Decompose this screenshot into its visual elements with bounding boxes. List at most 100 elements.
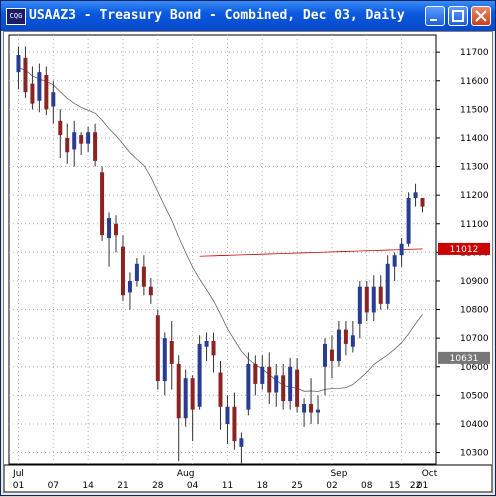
candle	[58, 109, 63, 158]
y-tick-label: 10700	[460, 334, 489, 344]
y-tick-label: 11400	[460, 134, 489, 144]
minimize-button[interactable]	[425, 6, 445, 26]
candle-body	[58, 120, 63, 136]
candle-body	[288, 366, 293, 402]
candle	[197, 335, 202, 410]
y-tick-label: 11600	[460, 77, 489, 87]
y-tick-label: 10600	[460, 363, 489, 373]
day-label: 22	[410, 481, 421, 491]
candle-body	[169, 341, 174, 364]
candle-body	[357, 286, 362, 324]
red-indicator-line	[199, 248, 423, 257]
y-tick-label: 11200	[460, 191, 489, 201]
candle-body	[30, 83, 35, 104]
candle	[183, 369, 188, 427]
candle-body	[413, 192, 418, 199]
candle-body	[218, 372, 223, 407]
candle	[316, 395, 321, 424]
price-tags: 11012 10631	[438, 242, 490, 364]
candle-body	[100, 172, 105, 236]
close-button[interactable]	[471, 6, 491, 26]
last-price-tag: 11012	[438, 242, 490, 255]
candle	[399, 238, 404, 267]
maximize-icon	[452, 10, 464, 22]
candle-body	[204, 341, 209, 347]
candle	[218, 361, 223, 430]
candle	[114, 215, 119, 253]
title-bar[interactable]: CQG USAAZ3 - Treasury Bond - Combined, D…	[1, 1, 495, 31]
candle-body	[420, 198, 425, 207]
candle-body	[232, 406, 237, 442]
day-label: 15	[389, 481, 400, 491]
day-label: 02	[326, 481, 337, 491]
indicator-price-tag: 10631	[438, 351, 490, 364]
candle-body	[267, 366, 272, 393]
candle	[343, 321, 348, 356]
candle	[100, 166, 105, 241]
candle-body	[44, 75, 49, 110]
y-tick-label: 10800	[460, 306, 489, 316]
day-label: 07	[48, 481, 59, 491]
candle	[127, 272, 132, 310]
candle	[190, 375, 195, 442]
candle-body	[65, 137, 70, 153]
candle	[176, 355, 181, 462]
month-label: Jul	[12, 469, 24, 479]
y-tick-label: 10300	[460, 449, 489, 459]
candle-body	[253, 363, 258, 384]
candle-body	[176, 363, 181, 419]
cqg-app-icon: CQG	[6, 8, 26, 25]
candle	[246, 352, 251, 416]
candle-body	[371, 286, 376, 313]
candlestick-chart[interactable]: 1170011600115001140011300112001110011000…	[3, 32, 493, 493]
candle	[72, 120, 77, 167]
candle	[406, 192, 411, 247]
candle	[107, 212, 112, 267]
candle-body	[302, 403, 307, 413]
candle	[322, 338, 327, 396]
window-title: USAAZ3 - Treasury Bond - Combined, Dec 0…	[29, 8, 405, 23]
price-tag-label: 11012	[450, 245, 479, 255]
candle	[350, 321, 355, 353]
candle	[371, 275, 376, 321]
candle	[23, 46, 28, 98]
day-label: 01	[417, 481, 428, 491]
moving-average-line	[18, 67, 423, 392]
candle	[93, 123, 98, 167]
candle	[37, 63, 42, 113]
candle-body	[295, 369, 300, 407]
candle	[141, 255, 146, 296]
candle	[336, 321, 341, 367]
candle	[267, 352, 272, 404]
candle-body	[51, 92, 56, 107]
day-label: 04	[187, 481, 199, 491]
maximize-button[interactable]	[448, 6, 468, 26]
candle-body	[406, 198, 411, 244]
candle-body	[155, 315, 160, 382]
chart-area[interactable]: 1170011600115001140011300112001110011000…	[3, 31, 493, 493]
candle-body	[86, 132, 91, 144]
candle	[295, 358, 300, 413]
candle	[329, 335, 334, 379]
candle	[420, 198, 425, 213]
candle-body	[329, 349, 334, 362]
candle-body	[141, 266, 146, 287]
y-tick-label: 10900	[460, 277, 489, 287]
candle	[134, 258, 139, 287]
candle-body	[385, 263, 390, 304]
day-label: 14	[82, 481, 94, 491]
candle	[120, 235, 125, 301]
candle-body	[392, 255, 397, 267]
candle-body	[343, 329, 348, 344]
candle	[385, 255, 390, 310]
candle	[274, 363, 279, 407]
day-label: 18	[257, 481, 269, 491]
candle-body	[107, 218, 112, 239]
candle-body	[148, 286, 153, 296]
month-label: Sep	[330, 469, 347, 479]
candles	[16, 46, 425, 464]
minimize-icon	[430, 19, 437, 21]
candle	[392, 252, 397, 281]
candle-body	[16, 55, 21, 73]
